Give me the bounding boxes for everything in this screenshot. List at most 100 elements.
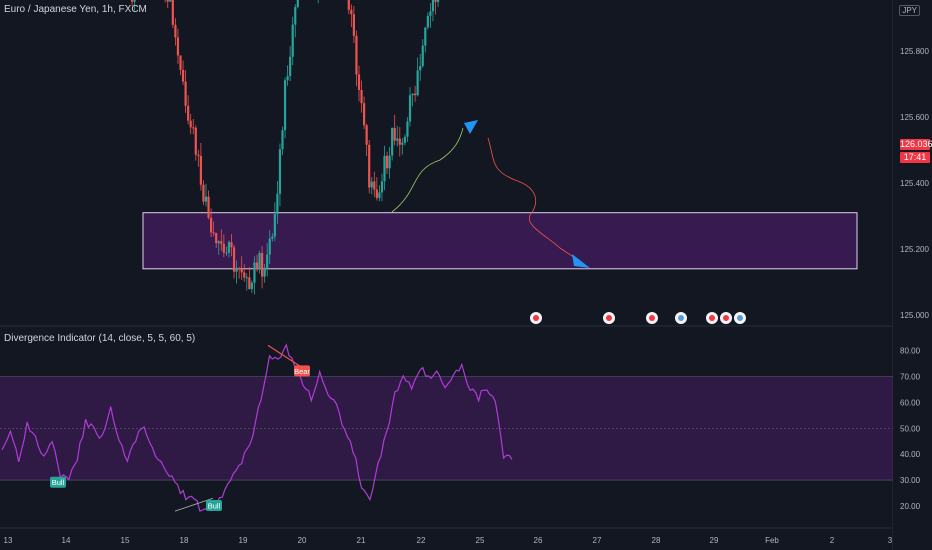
candle (278, 149, 282, 194)
time-tick-label: 28 (652, 536, 661, 545)
candle (202, 184, 205, 202)
candle (383, 155, 386, 182)
candle (232, 247, 236, 272)
candle (424, 27, 427, 46)
candle (268, 238, 271, 255)
candle (197, 154, 200, 156)
time-tick-label: 26 (534, 536, 543, 545)
candle (179, 55, 182, 70)
candle (217, 241, 220, 244)
support-zone (142, 212, 858, 270)
candle (169, 0, 172, 2)
candle (393, 127, 396, 141)
bull-label: Bull (52, 478, 65, 487)
indicator-title: Divergence Indicator (14, close, 5, 5, 6… (4, 333, 196, 344)
candle (240, 269, 243, 273)
candle (357, 74, 361, 90)
candle (431, 0, 435, 12)
price-axis-background (893, 0, 932, 550)
projection-arrows (391, 120, 590, 268)
indicator-line (1, 343, 513, 512)
currency-badge[interactable]: JPY (899, 5, 920, 16)
candle (373, 181, 376, 190)
event-marker-dot (678, 315, 684, 321)
event-marker-dot (737, 315, 743, 321)
candle (250, 282, 253, 290)
candle (133, 0, 136, 2)
candle (130, 0, 134, 2)
candle (406, 121, 409, 137)
candles (130, 0, 440, 295)
candle (253, 262, 256, 283)
time-tick-label: 2 (830, 536, 835, 545)
candle (286, 76, 289, 81)
bull-label-bg (50, 476, 66, 488)
time-tick-label: 19 (239, 536, 248, 545)
candle (408, 95, 412, 122)
time-tick-label: 25 (476, 536, 485, 545)
candle (171, 0, 174, 25)
economic-events (529, 311, 747, 325)
candle (258, 252, 261, 270)
candle (375, 189, 378, 199)
countdown-label: 17:41 (900, 152, 930, 163)
indicator-tick-label: 30.00 (900, 476, 921, 485)
candle (266, 254, 269, 269)
candle (396, 138, 399, 141)
candle (207, 196, 210, 218)
candle (434, 0, 437, 3)
candle (194, 127, 197, 155)
candle (421, 45, 424, 67)
indicator-tick-label: 70.00 (900, 373, 921, 382)
time-tick-label: 21 (357, 536, 366, 545)
candle (189, 120, 192, 128)
projection-path-up (391, 127, 464, 213)
indicator-tick-label: 80.00 (900, 347, 921, 356)
candle (210, 217, 213, 233)
candle (403, 136, 406, 143)
candle (273, 214, 276, 237)
time-tick-label: 29 (710, 536, 719, 545)
time-tick-label: 22 (417, 536, 426, 545)
candle (416, 70, 419, 96)
candle (294, 7, 297, 25)
bull-divergence-line (174, 497, 214, 512)
candle (176, 37, 180, 56)
candle (378, 192, 381, 199)
projection-path-down (487, 137, 579, 261)
price-tick-label: 125.800 (900, 47, 929, 56)
candle (199, 155, 202, 185)
arrow-up-head (464, 120, 478, 134)
candle (296, 0, 299, 8)
candle (225, 252, 228, 254)
indicator-tick-label: 40.00 (900, 450, 921, 459)
indicator-tick-label: 20.00 (900, 502, 921, 511)
candle (243, 272, 246, 278)
candle (235, 268, 238, 272)
price-tick-label: 125.000 (900, 311, 929, 320)
price-tick-label: 125.600 (900, 113, 929, 122)
time-tick-label: 18 (180, 536, 189, 545)
candle (291, 24, 294, 57)
axes: 125.000 125.200 125.400 125.600 125.800 13 14 1… (4, 0, 932, 550)
candle (370, 181, 373, 188)
time-tick-label: 15 (121, 536, 130, 545)
candle (355, 35, 358, 75)
candle (385, 155, 389, 169)
candle (401, 142, 404, 145)
time-tick-label: 3 (888, 536, 893, 545)
arrow-down-head (572, 254, 590, 268)
candle (255, 262, 259, 270)
candle (263, 268, 266, 277)
candle (271, 236, 274, 239)
candle (184, 81, 187, 106)
candle (261, 252, 264, 277)
time-tick-label: 20 (298, 536, 307, 545)
bear-divergence-line (267, 344, 301, 367)
candle (238, 268, 241, 270)
candle (283, 80, 287, 131)
candle (363, 103, 366, 126)
candle (414, 93, 417, 96)
event-marker-dot (723, 315, 729, 321)
